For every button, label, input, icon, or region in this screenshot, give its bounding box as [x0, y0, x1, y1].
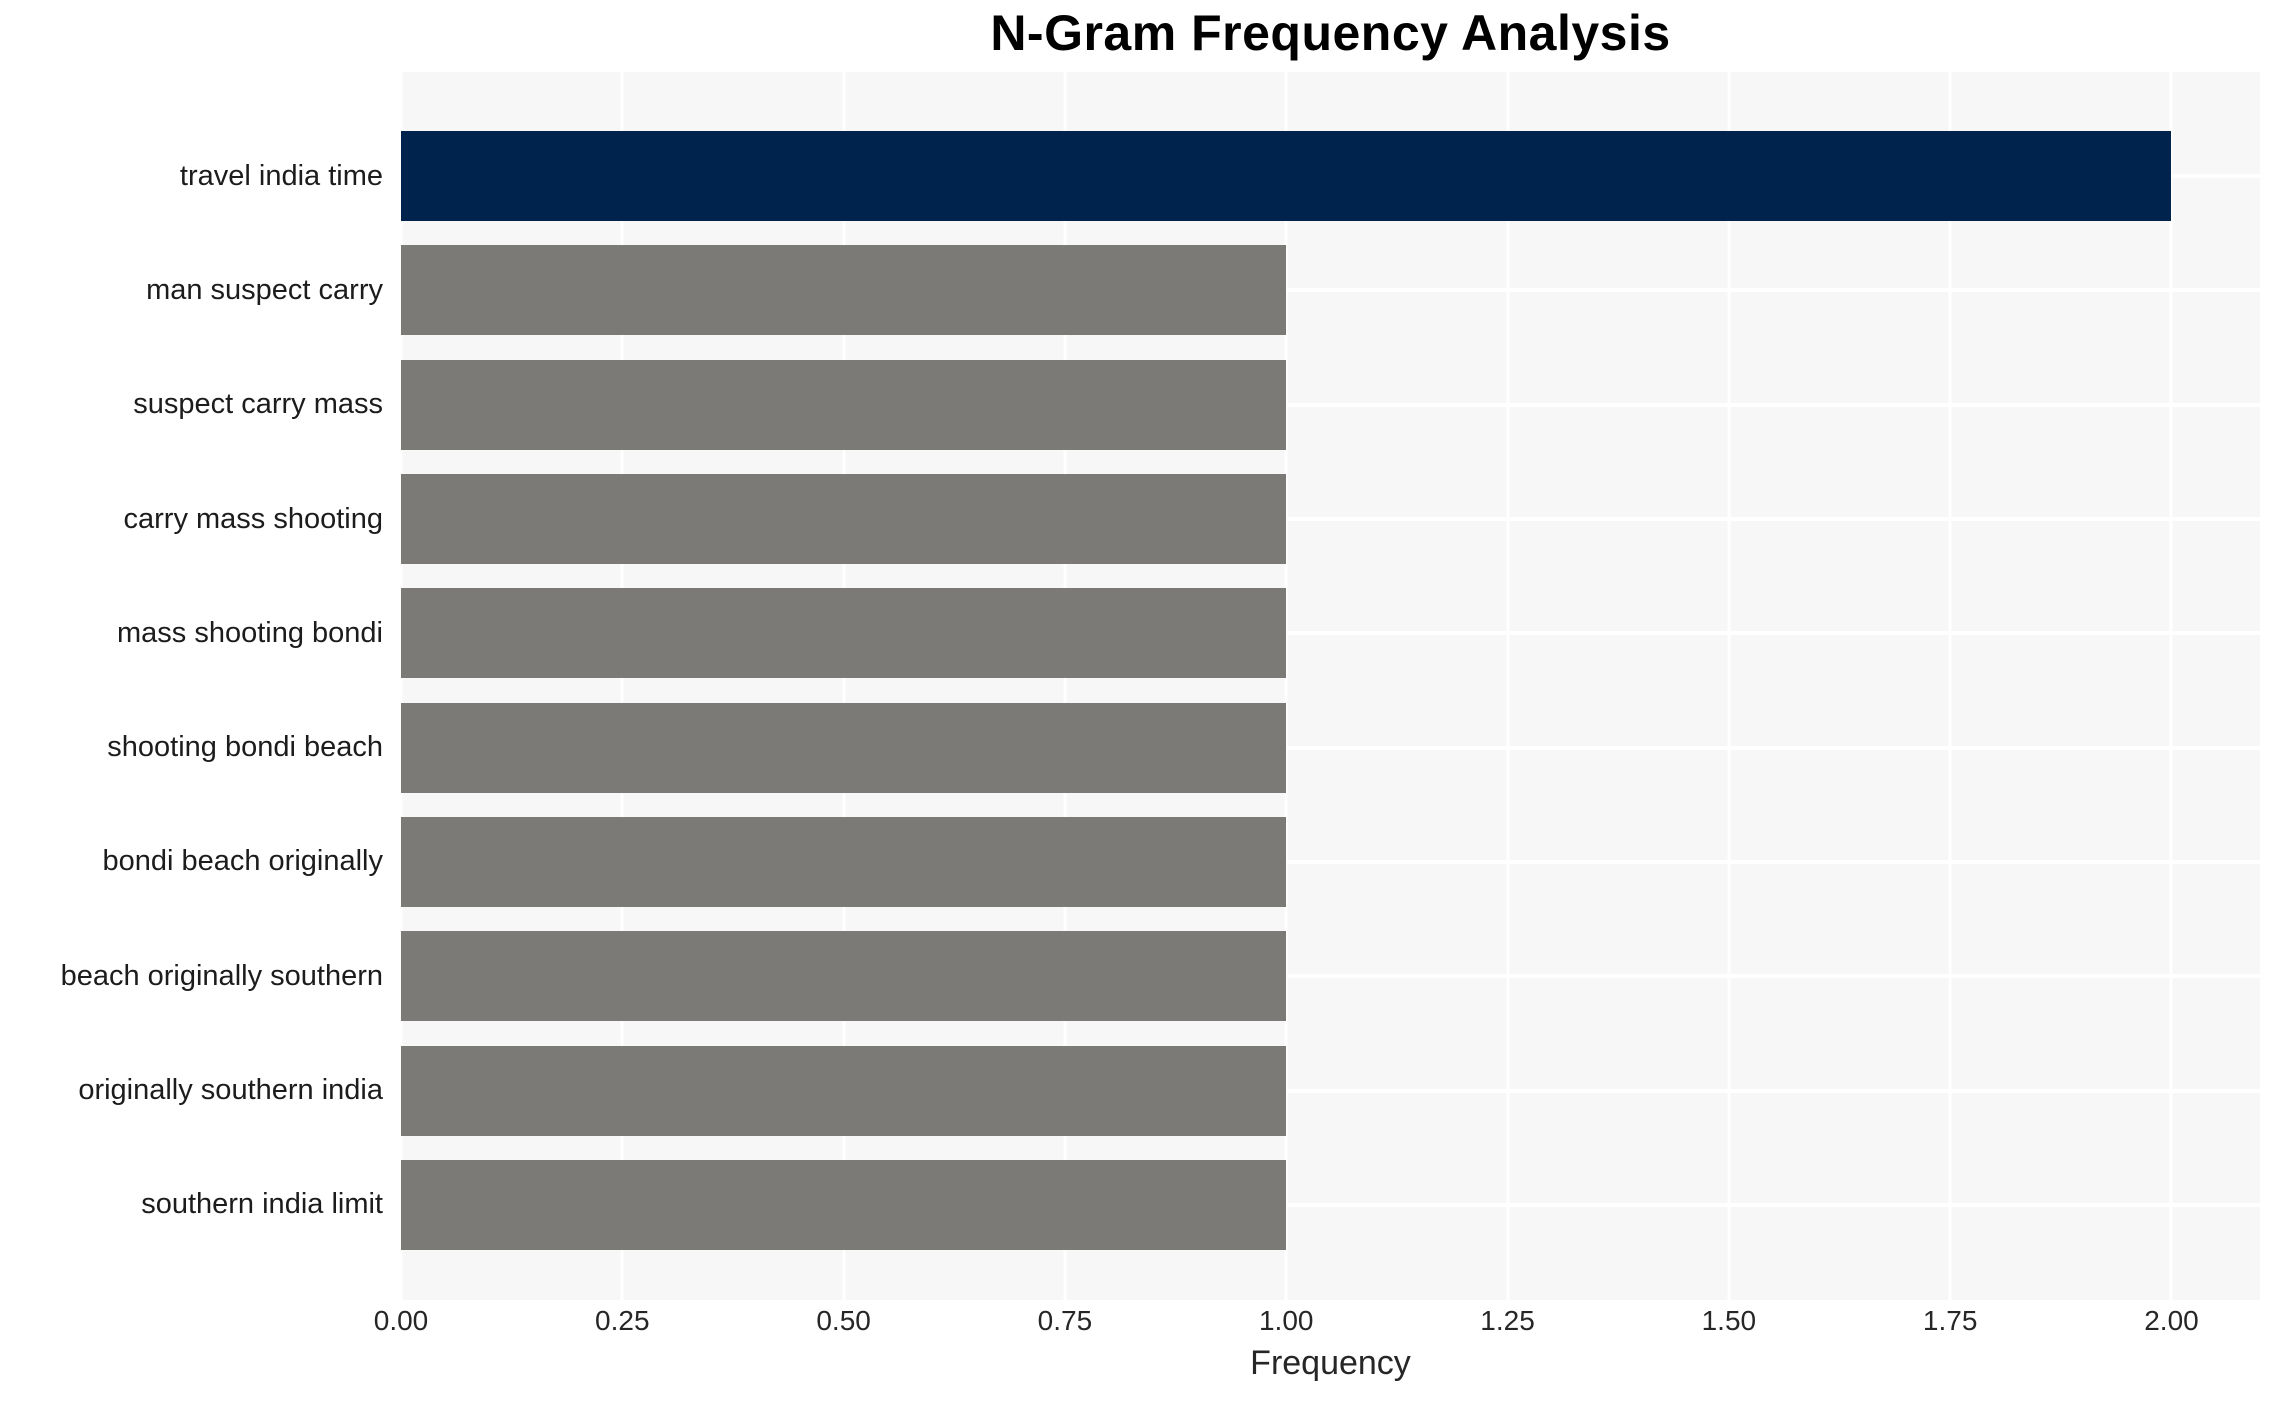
bar: [401, 474, 1287, 565]
bar-track: [401, 1033, 2260, 1147]
x-axis-ticks: 0.00 0.25 0.50 0.75 1.00 1.25 1.50 1.75 2.00: [374, 1305, 2260, 1341]
bar: [401, 359, 1287, 450]
chart-title: N-Gram Frequency Analysis: [990, 5, 1671, 61]
bar: [401, 816, 1287, 907]
y-tick-label: suspect carry mass: [133, 388, 383, 421]
x-tick-label: 1.00: [1258, 1305, 1314, 1336]
bar-row: southern india limit: [0, 1148, 2260, 1262]
x-axis-label: Frequency: [1250, 1344, 1411, 1382]
bar-track: [401, 348, 2260, 462]
gridline-horizontal: [401, 745, 2260, 750]
gridline-vertical: [1063, 72, 1067, 1300]
bar: [401, 131, 2172, 222]
y-tick-label: originally southern india: [78, 1074, 383, 1107]
y-tick-label: beach originally southern: [60, 959, 383, 992]
x-tick-label: 1.50: [1701, 1305, 1757, 1336]
y-tick-label: carry mass shooting: [123, 502, 384, 535]
bar-row: bondi beach originally: [0, 805, 2260, 919]
bar-track: [401, 233, 2260, 347]
bar: [401, 931, 1287, 1022]
y-tick-label: southern india limit: [141, 1188, 383, 1221]
x-tick-label: 0.75: [1037, 1305, 1093, 1336]
x-tick-label: 0.25: [595, 1305, 650, 1336]
bar-track: [401, 690, 2260, 804]
bar-track: [401, 1148, 2260, 1262]
bar-row: carry mass shooting: [0, 462, 2260, 576]
y-tick-label: bondi beach originally: [102, 845, 383, 878]
gridline-horizontal: [401, 859, 2260, 864]
y-tick-label: man suspect carry: [146, 273, 383, 306]
gridline-horizontal: [401, 288, 2260, 293]
bar-row: man suspect carry: [0, 233, 2260, 347]
bar-row: originally southern india: [0, 1033, 2260, 1147]
bar: [401, 245, 1287, 336]
bar: [401, 702, 1287, 793]
gridline-vertical: [620, 72, 624, 1300]
y-tick-label: travel india time: [179, 159, 383, 192]
bar-row: mass shooting bondi: [0, 576, 2260, 690]
x-tick-label: 1.75: [1922, 1305, 1978, 1336]
bar: [401, 1045, 1287, 1136]
x-tick-label: 2.00: [2144, 1305, 2199, 1336]
gridline-vertical: [842, 72, 846, 1300]
bar: [401, 1159, 1287, 1250]
gridline-horizontal: [401, 402, 2260, 407]
gridline-vertical: [1506, 72, 1510, 1300]
bar-track: [401, 576, 2260, 690]
x-tick-label: 1.25: [1480, 1305, 1535, 1336]
y-tick-label: shooting bondi beach: [107, 731, 383, 764]
gridline-horizontal: [401, 1088, 2260, 1093]
bar-row: travel india time: [0, 119, 2260, 233]
gridline-vertical: [1948, 72, 1952, 1300]
bar-track: [401, 805, 2260, 919]
bar-track: [401, 119, 2260, 233]
gridline-horizontal: [401, 1202, 2260, 1207]
bar-rows: travel india time man suspect carry suspec…: [0, 72, 2260, 1300]
y-tick-label: mass shooting bondi: [117, 616, 383, 649]
x-tick-label: 0.50: [816, 1305, 871, 1336]
gridline-vertical: [1727, 72, 1731, 1300]
gridline-horizontal: [401, 974, 2260, 979]
bar-track: [401, 462, 2260, 576]
gridline-vertical: [2169, 72, 2173, 1300]
x-tick-label: 0.00: [373, 1305, 429, 1336]
bar-row: shooting bondi beach: [0, 690, 2260, 804]
bar-row: beach originally southern: [0, 919, 2260, 1033]
bar-track: [401, 919, 2260, 1033]
gridline-horizontal: [401, 631, 2260, 636]
gridline-vertical: [1284, 72, 1288, 1300]
bar: [401, 588, 1287, 679]
gridline-vertical: [399, 72, 403, 1300]
bar-row: suspect carry mass: [0, 348, 2260, 462]
gridline-horizontal: [401, 517, 2260, 522]
